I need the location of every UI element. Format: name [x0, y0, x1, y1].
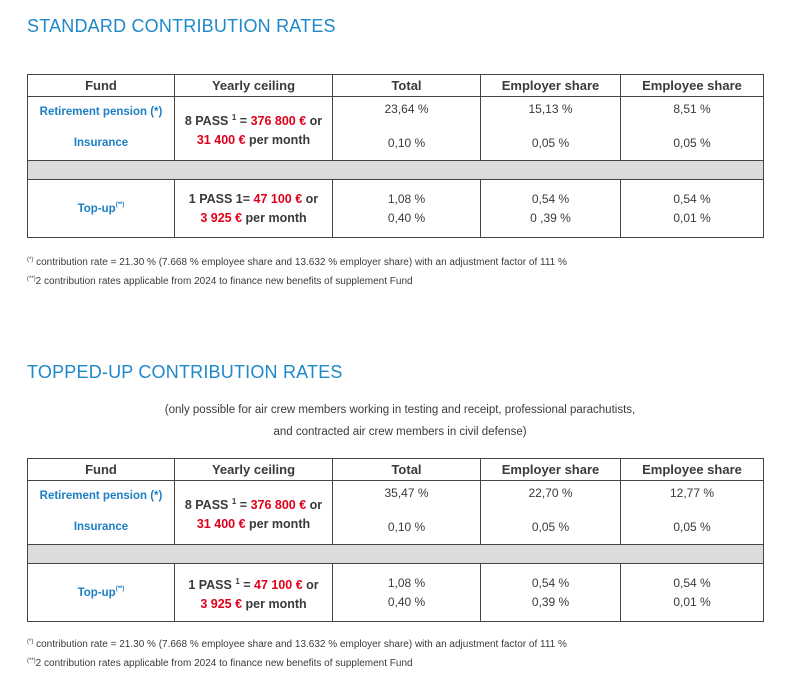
footnote-1: (*) contribution rate = 21.30 % (7.668 %…	[27, 639, 567, 650]
header-ceiling: Yearly ceiling	[174, 74, 333, 97]
table-row: Insurance 0,10 % 0,05 % 0,05 %	[27, 126, 764, 161]
topup-employee: 0,54 % 0,01 %	[620, 563, 764, 622]
table-header-row: Fund Yearly ceiling Total Employer share…	[27, 458, 764, 481]
header-ceiling: Yearly ceiling	[174, 458, 333, 481]
footnote-1: (*) contribution rate = 21.30 % (7.668 %…	[27, 257, 567, 268]
fund-insurance: Insurance	[27, 510, 175, 545]
table-row: Retirement pension (*) 8 PASS 1 = 376 80…	[27, 480, 764, 545]
topup-ceiling-cell: 1 PASS 1= 47 100 € or 3 925 € per month	[174, 179, 333, 238]
topped-section-title: TOPPED-UP CONTRIBUTION RATES	[27, 362, 343, 382]
table-row: Insurance 0,10 % 0,05 % 0,05 %	[27, 510, 764, 545]
topup-ceiling-cell: 1 PASS 1 = 47 100 € or 3 925 € per month	[174, 563, 333, 622]
standard-section-title: STANDARD CONTRIBUTION RATES	[27, 16, 336, 36]
topup-employer: 0,54 % 0,39 %	[480, 563, 621, 622]
retirement-employee: 8,51 %	[620, 96, 764, 127]
insurance-total: 0,10 %	[332, 126, 481, 161]
table-row: Top-up(**) 1 PASS 1= 47 100 € or 3 925 €…	[27, 179, 764, 238]
topped-rates-table: Fund Yearly ceiling Total Employer share…	[27, 458, 764, 622]
separator-row	[27, 160, 764, 180]
fund-insurance: Insurance	[27, 126, 175, 161]
ceiling-cell: 8 PASS 1 = 376 800 € or 31 400 € per mon…	[174, 480, 333, 545]
insurance-employee: 0,05 %	[620, 510, 764, 545]
topup-total: 1,08 % 0,40 %	[332, 563, 481, 622]
fund-retirement: Retirement pension (*)	[27, 480, 175, 511]
standard-rates-table: Fund Yearly ceiling Total Employer share…	[27, 74, 764, 238]
separator-row	[27, 544, 764, 564]
retirement-total: 23,64 %	[332, 96, 481, 127]
fund-retirement: Retirement pension (*)	[27, 96, 175, 127]
footnote-2: (**)2 contribution rates applicable from…	[27, 658, 413, 669]
header-fund: Fund	[27, 74, 175, 97]
retirement-employer: 15,13 %	[480, 96, 621, 127]
insurance-employer: 0,05 %	[480, 510, 621, 545]
header-employer-share: Employer share	[480, 458, 621, 481]
topup-total: 1,08 % 0,40 %	[332, 179, 481, 238]
topped-subtitle: (only possible for air crew members work…	[164, 404, 636, 438]
topup-employee: 0,54 % 0,01 %	[620, 179, 764, 238]
ceiling-cell: 8 PASS 1 = 376 800 € or 31 400 € per mon…	[174, 96, 333, 161]
topped-footnotes: (*) contribution rate = 21.30 % (7.668 %…	[27, 634, 567, 672]
table-header-row: Fund Yearly ceiling Total Employer share…	[27, 74, 764, 97]
standard-footnotes: (*) contribution rate = 21.30 % (7.668 %…	[27, 252, 567, 290]
retirement-total: 35,47 %	[332, 480, 481, 511]
fund-topup: Top-up(**)	[27, 563, 175, 622]
header-employee-share: Employee share	[620, 74, 764, 97]
insurance-total: 0,10 %	[332, 510, 481, 545]
fund-topup: Top-up(**)	[27, 179, 175, 238]
header-fund: Fund	[27, 458, 175, 481]
insurance-employer: 0,05 %	[480, 126, 621, 161]
footnote-2: (**)2 contribution rates applicable from…	[27, 276, 413, 287]
insurance-employee: 0,05 %	[620, 126, 764, 161]
table-row: Retirement pension (*) 8 PASS 1 = 376 80…	[27, 96, 764, 161]
table-row: Top-up(**) 1 PASS 1 = 47 100 € or 3 925 …	[27, 563, 764, 622]
header-employer-share: Employer share	[480, 74, 621, 97]
header-total: Total	[332, 458, 481, 481]
header-employee-share: Employee share	[620, 458, 764, 481]
retirement-employee: 12,77 %	[620, 480, 764, 511]
retirement-employer: 22,70 %	[480, 480, 621, 511]
header-total: Total	[332, 74, 481, 97]
topup-employer: 0,54 % 0 ,39 %	[480, 179, 621, 238]
